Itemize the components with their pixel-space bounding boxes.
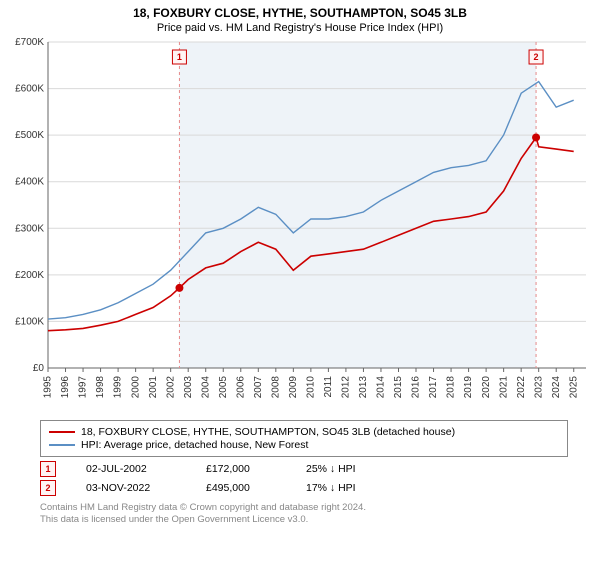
- svg-text:2015: 2015: [393, 376, 404, 399]
- transaction-marker: 2: [40, 480, 56, 496]
- transaction-date: 02-JUL-2002: [86, 463, 176, 475]
- svg-text:1995: 1995: [43, 376, 54, 399]
- footer-line2: This data is licensed under the Open Gov…: [40, 514, 568, 526]
- svg-text:2017: 2017: [428, 376, 439, 399]
- svg-text:1999: 1999: [113, 376, 124, 399]
- svg-text:2021: 2021: [498, 376, 509, 399]
- legend-label: HPI: Average price, detached house, New …: [81, 439, 308, 451]
- legend-swatch: [49, 431, 75, 433]
- legend-row: 18, FOXBURY CLOSE, HYTHE, SOUTHAMPTON, S…: [49, 426, 559, 438]
- svg-text:2019: 2019: [463, 376, 474, 399]
- svg-text:1997: 1997: [78, 376, 89, 399]
- svg-text:£600K: £600K: [15, 84, 44, 95]
- svg-text:£0: £0: [33, 363, 45, 374]
- svg-text:2016: 2016: [411, 376, 422, 399]
- chart-area: £0 £100K £200K £300K £400K £500K £600K £700K 199…: [0, 34, 600, 414]
- svg-text:£700K: £700K: [15, 37, 44, 48]
- chart-title-main: 18, FOXBURY CLOSE, HYTHE, SOUTHAMPTON, S…: [0, 6, 600, 20]
- footer-attribution: Contains HM Land Registry data © Crown c…: [40, 502, 568, 527]
- legend: 18, FOXBURY CLOSE, HYTHE, SOUTHAMPTON, S…: [40, 420, 568, 457]
- transaction-table: 1 02-JUL-2002 £172,000 25% ↓ HPI 2 03-NOV-202…: [40, 461, 568, 496]
- svg-text:2022: 2022: [516, 376, 527, 399]
- chart-svg: £0 £100K £200K £300K £400K £500K £600K £700K 199…: [0, 34, 600, 414]
- svg-text:2003: 2003: [183, 376, 194, 399]
- transaction-row: 1 02-JUL-2002 £172,000 25% ↓ HPI: [40, 461, 568, 477]
- svg-text:2001: 2001: [148, 376, 159, 399]
- svg-text:1: 1: [177, 52, 182, 62]
- svg-text:2: 2: [534, 52, 539, 62]
- transaction-pct: 17% ↓ HPI: [306, 482, 396, 494]
- svg-text:2011: 2011: [323, 376, 334, 398]
- transaction-price: £172,000: [206, 463, 276, 475]
- svg-text:£100K: £100K: [15, 316, 44, 327]
- svg-text:2004: 2004: [200, 376, 211, 399]
- transaction-pct: 25% ↓ HPI: [306, 463, 396, 475]
- svg-text:2014: 2014: [376, 376, 387, 399]
- svg-text:2006: 2006: [235, 376, 246, 399]
- svg-text:1998: 1998: [95, 376, 106, 399]
- svg-text:£500K: £500K: [15, 130, 44, 141]
- svg-text:2025: 2025: [568, 376, 579, 399]
- svg-text:1996: 1996: [60, 376, 71, 399]
- svg-text:2012: 2012: [341, 376, 352, 399]
- svg-text:£200K: £200K: [15, 270, 44, 281]
- svg-text:£300K: £300K: [15, 223, 44, 234]
- chart-title-sub: Price paid vs. HM Land Registry's House …: [0, 22, 600, 34]
- legend-label: 18, FOXBURY CLOSE, HYTHE, SOUTHAMPTON, S…: [81, 426, 455, 438]
- svg-text:2000: 2000: [130, 376, 141, 399]
- svg-text:2010: 2010: [306, 376, 317, 399]
- transaction-date: 03-NOV-2022: [86, 482, 176, 494]
- svg-text:2005: 2005: [218, 376, 229, 399]
- svg-text:£400K: £400K: [15, 177, 44, 188]
- svg-text:2008: 2008: [270, 376, 281, 399]
- legend-swatch: [49, 444, 75, 446]
- svg-text:2009: 2009: [288, 376, 299, 399]
- svg-text:2020: 2020: [481, 376, 492, 399]
- legend-row: HPI: Average price, detached house, New …: [49, 439, 559, 451]
- transaction-marker: 1: [40, 461, 56, 477]
- transaction-price: £495,000: [206, 482, 276, 494]
- transaction-row: 2 03-NOV-2022 £495,000 17% ↓ HPI: [40, 480, 568, 496]
- svg-text:2023: 2023: [533, 376, 544, 399]
- svg-text:2013: 2013: [358, 376, 369, 399]
- svg-text:2007: 2007: [253, 376, 264, 399]
- svg-text:2018: 2018: [446, 376, 457, 399]
- svg-text:2024: 2024: [551, 376, 562, 399]
- svg-text:2002: 2002: [165, 376, 176, 399]
- footer-line1: Contains HM Land Registry data © Crown c…: [40, 502, 568, 514]
